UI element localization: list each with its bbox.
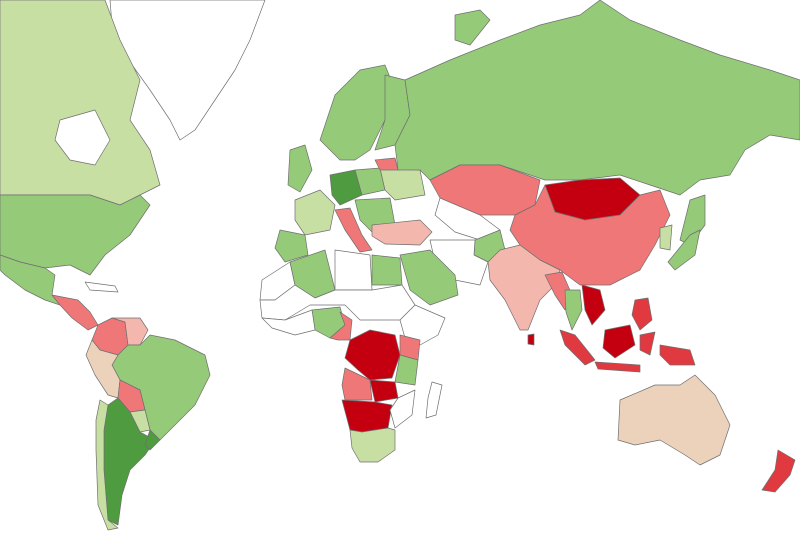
libya bbox=[334, 249, 373, 291]
germany bbox=[329, 169, 363, 206]
zambia bbox=[369, 379, 399, 403]
borneo bbox=[602, 324, 636, 359]
sumatra bbox=[559, 329, 596, 366]
tanzania bbox=[394, 354, 419, 386]
chile bbox=[95, 399, 119, 531]
hudson-bay bbox=[54, 109, 111, 166]
saudi-arabia bbox=[399, 249, 459, 306]
united-kingdom bbox=[287, 144, 313, 193]
russia bbox=[394, 0, 800, 196]
turkey bbox=[371, 219, 433, 246]
new-zealand bbox=[761, 449, 796, 493]
cameroon bbox=[329, 311, 353, 341]
west-africa-coast bbox=[261, 309, 316, 336]
sulawesi bbox=[639, 331, 656, 356]
korea bbox=[659, 224, 673, 251]
congo bbox=[344, 329, 401, 381]
italy bbox=[334, 207, 373, 253]
australia bbox=[617, 374, 731, 466]
angola bbox=[341, 367, 373, 401]
new-guinea bbox=[659, 344, 696, 366]
thailand bbox=[564, 289, 583, 331]
sri-lanka bbox=[527, 333, 535, 346]
france bbox=[294, 189, 336, 236]
philippines bbox=[631, 297, 653, 331]
cuba bbox=[84, 281, 119, 293]
novaya-zemlya bbox=[454, 9, 491, 46]
japan bbox=[667, 229, 701, 271]
central-america bbox=[51, 294, 99, 331]
java bbox=[594, 361, 641, 373]
south-africa bbox=[349, 427, 396, 463]
uruguay bbox=[144, 429, 161, 451]
madagascar bbox=[425, 381, 443, 419]
egypt bbox=[371, 254, 403, 286]
vietnam bbox=[581, 284, 606, 326]
iberia bbox=[274, 229, 309, 263]
india bbox=[487, 244, 561, 331]
namibia-botswana bbox=[341, 399, 393, 433]
mozambique bbox=[389, 389, 416, 429]
